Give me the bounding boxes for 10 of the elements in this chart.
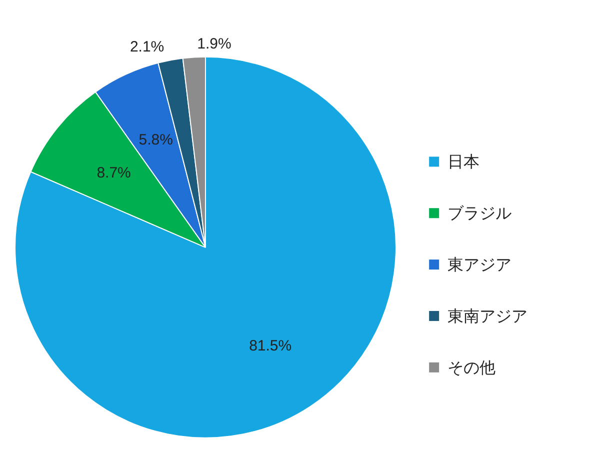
data-label: 5.8% [138,132,173,149]
data-label: 8.7% [96,164,131,182]
legend-label: 日本 [447,152,480,172]
data-label: 2.1% [130,38,164,56]
legend-label: ブラジル [447,204,512,223]
legend-label: その他 [447,358,496,377]
legend-label: 東南アジア [447,306,528,326]
data-label: 81.5% [249,338,292,355]
legend-label: 東アジア [447,255,512,274]
data-label: 1.9% [197,35,232,52]
